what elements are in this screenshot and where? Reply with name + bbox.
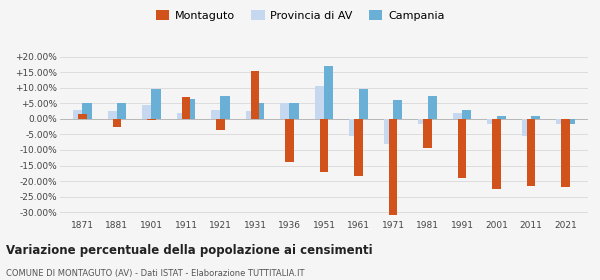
Bar (142, 105, 151, 119)
Bar (245, 111, 255, 119)
Bar (151, 89, 161, 119)
Bar (389, 119, 397, 215)
Legend: Montaguto, Provincia di AV, Campania: Montaguto, Provincia di AV, Campania (151, 6, 449, 25)
Bar (393, 100, 403, 119)
Bar (531, 116, 541, 119)
Bar (566, 119, 575, 123)
Bar (355, 119, 363, 176)
Bar (314, 86, 324, 119)
Bar (522, 119, 531, 136)
Bar (453, 113, 462, 119)
Bar (251, 71, 259, 119)
Bar (562, 119, 570, 187)
Bar (186, 99, 195, 119)
Bar (285, 119, 293, 162)
Bar (280, 103, 289, 119)
Bar (497, 116, 506, 119)
Bar (211, 109, 220, 119)
Bar (359, 89, 368, 119)
Bar (349, 119, 359, 136)
Bar (424, 119, 432, 148)
Bar (458, 119, 466, 178)
Bar (147, 119, 155, 120)
Bar (255, 103, 264, 119)
Bar (527, 119, 535, 186)
Bar (384, 119, 393, 144)
Bar (73, 109, 82, 119)
Bar (182, 97, 190, 119)
Bar (493, 119, 501, 189)
Bar (113, 119, 121, 127)
Bar (78, 114, 86, 119)
Bar (556, 119, 566, 123)
Bar (289, 103, 299, 119)
Bar (428, 95, 437, 119)
Bar (462, 109, 472, 119)
Text: Variazione percentuale della popolazione ai censimenti: Variazione percentuale della popolazione… (6, 244, 373, 256)
Bar (176, 113, 186, 119)
Bar (324, 66, 334, 119)
Text: COMUNE DI MONTAGUTO (AV) - Dati ISTAT - Elaborazione TUTTITALIA.IT: COMUNE DI MONTAGUTO (AV) - Dati ISTAT - … (6, 269, 305, 278)
Bar (418, 119, 428, 123)
Bar (220, 95, 230, 119)
Bar (117, 103, 126, 119)
Bar (216, 119, 224, 130)
Bar (82, 103, 92, 119)
Bar (107, 111, 117, 119)
Bar (320, 119, 328, 172)
Bar (487, 119, 497, 123)
